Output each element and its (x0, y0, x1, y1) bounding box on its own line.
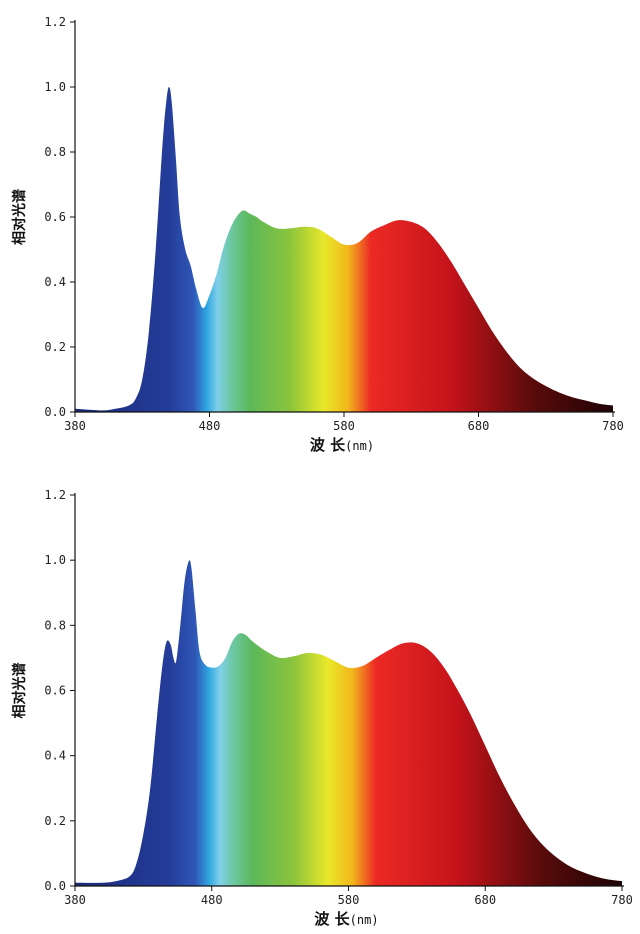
x-tick-label: 380 (64, 893, 86, 907)
spectrum-chart-1: 0.0 0.2 0.4 0.6 0.8 1.0 1.2 380 480 580 680 780 相对光谱… (11, 15, 624, 454)
x-tick-label: 680 (468, 419, 490, 433)
x-axis-label-text: 波 长 (310, 436, 346, 454)
y-tick-label: 0.0 (44, 879, 66, 893)
x-tick-label: 480 (199, 419, 221, 433)
y-tick-label: 0.0 (44, 405, 66, 419)
y-axis-label: 相对光谱 (11, 189, 28, 245)
x-axis-label-unit: (nm) (345, 439, 374, 453)
y-tick-label: 0.4 (44, 749, 66, 763)
y-tick-label: 1.2 (44, 488, 66, 502)
x-tick-label: 380 (64, 419, 86, 433)
y-tick-label: 1.0 (44, 80, 66, 94)
x-axis-label: 波 长(nm) (314, 910, 378, 928)
y-tick-label: 0.6 (44, 210, 66, 224)
y-tick-label: 0.2 (44, 814, 66, 828)
x-axis-label-text: 波 长 (314, 910, 350, 928)
y-tick-label: 1.2 (44, 15, 66, 29)
spectrum-area (75, 86, 613, 412)
y-tick-label: 1.0 (44, 553, 66, 567)
x-tick-label: 580 (338, 893, 360, 907)
y-axis-label: 相对光谱 (11, 663, 28, 719)
y-tick-label: 0.8 (44, 618, 66, 632)
y-tick-label: 0.8 (44, 145, 66, 159)
spectrum-chart-2: 0.0 0.2 0.4 0.6 0.8 1.0 1.2 380 480 580 680 780 相对光谱… (11, 488, 633, 928)
y-tick-label: 0.6 (44, 684, 66, 698)
x-axis-label: 波 长(nm) (310, 436, 374, 454)
x-tick-label: 580 (333, 419, 355, 433)
x-tick-label: 680 (474, 893, 496, 907)
y-tick-label: 0.4 (44, 275, 66, 289)
x-tick-label: 780 (602, 419, 624, 433)
x-tick-label: 480 (201, 893, 223, 907)
x-axis-label-unit: (nm) (350, 913, 379, 927)
x-tick-label: 780 (611, 893, 633, 907)
spectrum-area (75, 560, 622, 886)
y-tick-label: 0.2 (44, 340, 66, 354)
